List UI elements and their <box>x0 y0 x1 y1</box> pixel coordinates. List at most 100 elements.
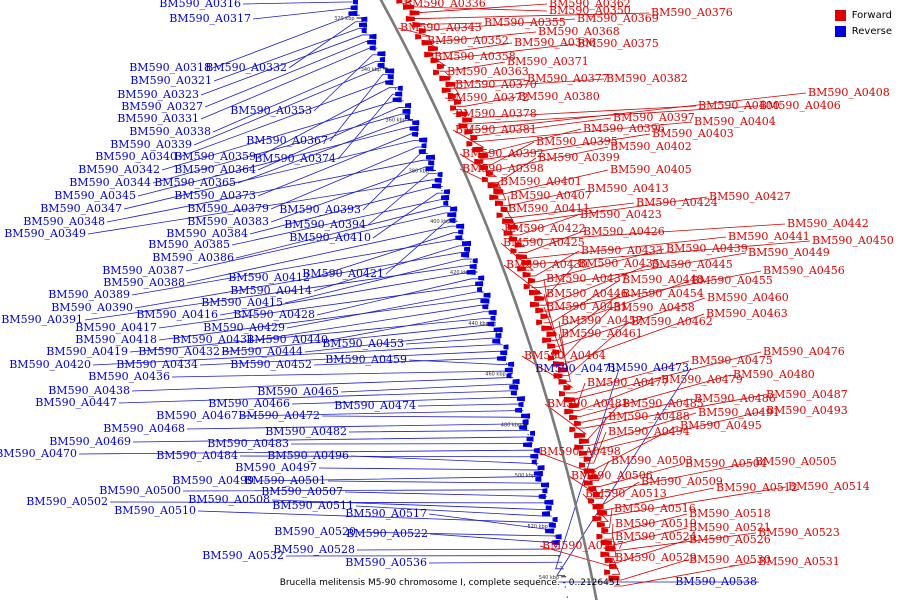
forward-gene-label: BM590_A0526 <box>689 533 771 546</box>
minor-tick <box>555 545 558 548</box>
forward-gene-label: BM590_A0487 <box>766 388 848 401</box>
leader-line <box>340 383 516 393</box>
forward-gene-feature <box>542 337 552 343</box>
forward-gene-feature <box>424 51 434 58</box>
reverse-gene-label: BM590_A0522 <box>346 527 428 540</box>
reverse-gene-feature <box>478 275 485 281</box>
leader-line <box>565 360 690 394</box>
reverse-gene-feature <box>545 505 552 511</box>
forward-gene-feature <box>553 373 563 379</box>
forward-gene-label: BM590_A0463 <box>706 307 788 320</box>
reverse-gene-label: BM590_A0429 <box>203 321 285 334</box>
reverse-gene-label: BM590_A0459 <box>325 353 407 366</box>
reverse-gene-label: BM590_A0391 <box>1 313 83 326</box>
forward-gene-feature <box>552 361 564 367</box>
reverse-gene-label: BM590_A0467 <box>156 409 238 422</box>
forward-gene-label: BM590_A0336 <box>404 0 486 10</box>
forward-gene-label: BM590_A0401 <box>500 175 582 188</box>
reverse-gene-feature <box>541 511 550 517</box>
forward-gene-label: BM590_A0433 <box>581 244 663 257</box>
forward-gene-feature <box>409 10 420 16</box>
forward-gene-label: BM590_A0456 <box>763 264 845 277</box>
forward-gene-label: BM590_A0458 <box>613 301 695 314</box>
forward-swatch <box>834 10 846 21</box>
reverse-gene-label: BM590_A0342 <box>78 163 160 176</box>
leader-line <box>555 307 612 359</box>
reverse-gene-label: BM590_A0428 <box>233 308 315 321</box>
forward-gene-feature <box>530 301 540 308</box>
forward-gene-label: BM590_A0495 <box>680 419 762 432</box>
forward-gene-label: BM590_A0486 <box>694 392 776 405</box>
forward-gene-label: BM590_A0427 <box>709 190 791 203</box>
reverse-gene-label: BM590_A0416 <box>136 308 218 321</box>
gene-labels-layer: BM590_A0316BM590_A0317BM590_A0318BM590_A… <box>0 0 894 588</box>
leader-line <box>284 258 472 304</box>
forward-gene-feature <box>547 355 554 361</box>
reverse-gene-feature <box>441 194 450 201</box>
minor-tick <box>535 464 538 466</box>
reverse-gene-label: BM590_A0353 <box>230 104 312 117</box>
leader-line <box>556 367 692 576</box>
reverse-gene-feature <box>496 355 506 362</box>
forward-gene-feature <box>605 545 616 552</box>
reverse-gene-feature <box>369 33 377 40</box>
reverse-gene-label: BM590_A0471 <box>535 362 617 375</box>
forward-gene-feature <box>500 206 508 213</box>
forward-gene-label: BM590_A0426 <box>583 225 665 238</box>
legend-reverse-label: Reverse <box>851 26 892 37</box>
leader-line <box>439 61 506 72</box>
reverse-gene-label: BM590_A0344 <box>69 176 151 189</box>
leader-line <box>255 476 542 482</box>
forward-gene-label: BM590_A0509 <box>641 475 723 488</box>
reverse-gene-label: BM590_A0338 <box>129 125 211 138</box>
forward-gene-label: BM590_A0464 <box>524 349 606 362</box>
reverse-gene-label: BM590_A0496 <box>267 449 349 462</box>
reverse-gene-label: BM590_A0470 <box>0 447 77 460</box>
legend-forward-label: Forward <box>851 10 892 21</box>
reverse-gene-feature <box>469 263 477 270</box>
reverse-gene-label: BM590_A0385 <box>148 238 230 251</box>
forward-gene-feature <box>402 4 414 10</box>
tick-label: 380 kbp <box>409 168 429 174</box>
reverse-gene-feature <box>392 97 402 103</box>
leader-line <box>601 508 613 528</box>
leader-line <box>549 293 621 341</box>
forward-gene-feature <box>608 575 620 581</box>
forward-gene-label: BM590_A0476 <box>763 345 845 358</box>
forward-gene-label: BM590_A0462 <box>631 315 713 328</box>
forward-gene-feature <box>447 93 456 99</box>
leader-line <box>158 298 487 341</box>
forward-gene-label: BM590_A0392 <box>462 147 544 160</box>
reverse-gene-feature <box>425 166 434 172</box>
reverse-gene-feature <box>530 453 539 459</box>
forward-gene-label: BM590_A0370 <box>455 78 537 91</box>
leader-line <box>602 513 688 534</box>
forward-gene-label: BM590_A0350 <box>549 4 631 17</box>
forward-gene-feature <box>601 527 609 534</box>
reverse-gene-feature <box>551 539 560 546</box>
forward-gene-label: BM590_A0485 <box>622 397 704 410</box>
reverse-gene-feature <box>523 442 533 448</box>
forward-gene-label: BM590_A0430 <box>506 258 588 271</box>
forward-gene-feature <box>541 325 553 332</box>
reverse-gene-label: BM590_A0339 <box>110 138 192 151</box>
forward-gene-label: BM590_A0368 <box>538 25 620 38</box>
reverse-gene-label: BM590_A0383 <box>187 215 269 228</box>
leader-line <box>313 245 467 292</box>
minor-tick <box>470 261 472 263</box>
forward-gene-label: BM590_A0491 <box>698 406 780 419</box>
forward-gene-feature <box>493 188 504 195</box>
forward-gene-feature <box>600 539 612 546</box>
leader-line <box>456 96 517 107</box>
reverse-gene-feature <box>419 137 428 143</box>
reverse-gene-label: BM590_A0348 <box>23 215 105 228</box>
reverse-gene-label: BM590_A0373 <box>174 189 256 202</box>
forward-gene-feature <box>536 319 543 326</box>
leader-line <box>237 120 414 184</box>
reverse-gene-feature <box>544 499 554 505</box>
forward-gene-label: BM590_A0423 <box>580 208 662 221</box>
forward-gene-feature <box>510 248 517 254</box>
forward-gene-feature <box>540 313 548 320</box>
reverse-gene-label: BM590_A0410 <box>289 231 371 244</box>
reverse-gene-feature <box>434 177 442 183</box>
